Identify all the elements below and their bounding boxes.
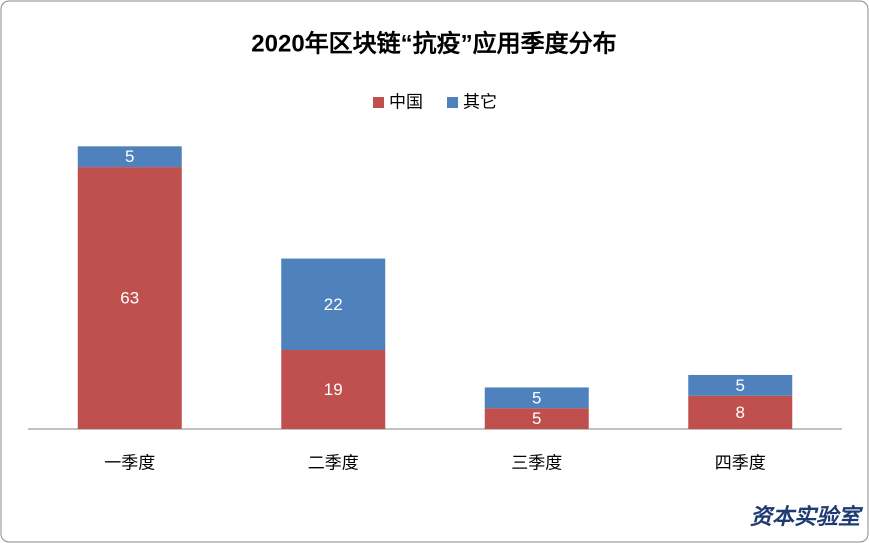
bar-segment: [281, 350, 386, 429]
bar-segment: [281, 258, 386, 351]
x-tick-label: 四季度: [715, 453, 766, 472]
x-tick-label: 二季度: [308, 453, 359, 472]
bar-segment: [77, 167, 182, 429]
x-tick-label: 一季度: [104, 453, 155, 472]
bar-segment: [484, 408, 589, 429]
data-label: 19: [324, 380, 343, 399]
watermark: 资本实验室: [750, 504, 864, 529]
data-label: 5: [532, 409, 541, 428]
data-label: 5: [125, 147, 134, 166]
chart-title: 2020年区块链“抗疫”应用季度分布: [251, 29, 616, 57]
data-label: 8: [736, 403, 745, 422]
bar-segment: [484, 387, 589, 409]
bar-segment: [688, 395, 793, 429]
bar-segment: [688, 374, 793, 396]
legend-swatch: [447, 97, 458, 108]
data-label: 5: [532, 388, 541, 407]
data-label: 63: [120, 289, 139, 308]
legend-label: 其它: [463, 92, 497, 111]
data-label: 5: [736, 376, 745, 395]
legend-swatch: [373, 97, 384, 108]
data-label: 22: [324, 295, 343, 314]
bar-segment: [77, 146, 182, 168]
x-tick-label: 三季度: [511, 453, 562, 472]
legend-label: 中国: [389, 92, 423, 111]
